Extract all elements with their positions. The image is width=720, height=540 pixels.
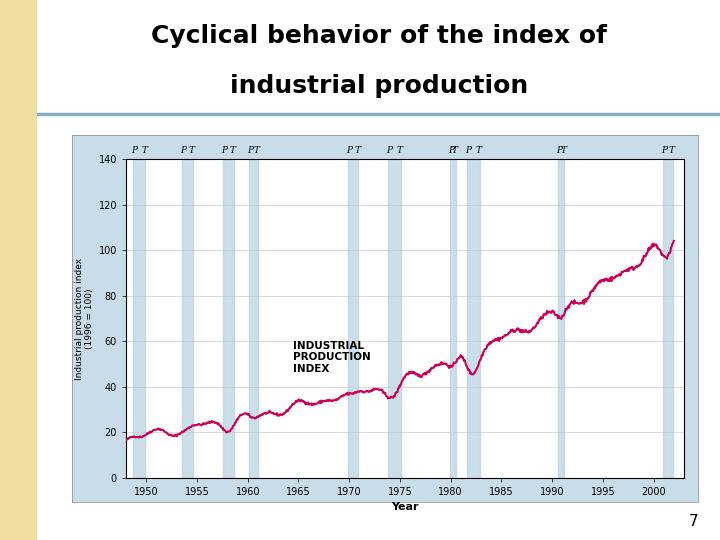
Bar (133, 159, 145, 478)
Text: P: P (661, 146, 667, 155)
Text: INDUSTRIAL
PRODUCTION
INDEX: INDUSTRIAL PRODUCTION INDEX (294, 341, 371, 374)
Text: T: T (254, 146, 260, 155)
X-axis label: Year: Year (391, 503, 419, 512)
Bar (662, 159, 673, 478)
Text: P: P (131, 146, 137, 155)
Text: 7: 7 (689, 514, 698, 529)
Text: T: T (141, 146, 148, 155)
Text: T: T (476, 146, 482, 155)
Text: P: P (386, 146, 392, 155)
Bar (467, 159, 480, 478)
Bar (249, 159, 258, 478)
Text: T: T (560, 146, 566, 155)
Text: T: T (354, 146, 360, 155)
Text: T: T (397, 146, 403, 155)
Bar (348, 159, 359, 478)
Bar (558, 159, 564, 478)
Text: T: T (189, 146, 195, 155)
Bar (182, 159, 193, 478)
Text: P: P (346, 146, 352, 155)
Text: P: P (222, 146, 228, 155)
Text: T: T (230, 146, 235, 155)
Text: T: T (669, 146, 675, 155)
Text: P: P (180, 146, 186, 155)
Text: P: P (557, 146, 562, 155)
Bar (223, 159, 233, 478)
Text: industrial production: industrial production (230, 73, 528, 98)
Text: P: P (448, 146, 454, 155)
Y-axis label: Industrial production index
(1996 = 100): Industrial production index (1996 = 100) (75, 258, 94, 380)
Text: P: P (247, 146, 253, 155)
Text: Cyclical behavior of the index of: Cyclical behavior of the index of (150, 24, 607, 48)
Text: P: P (465, 146, 471, 155)
Bar (450, 159, 456, 478)
Bar (388, 159, 401, 478)
Text: T: T (451, 146, 458, 155)
